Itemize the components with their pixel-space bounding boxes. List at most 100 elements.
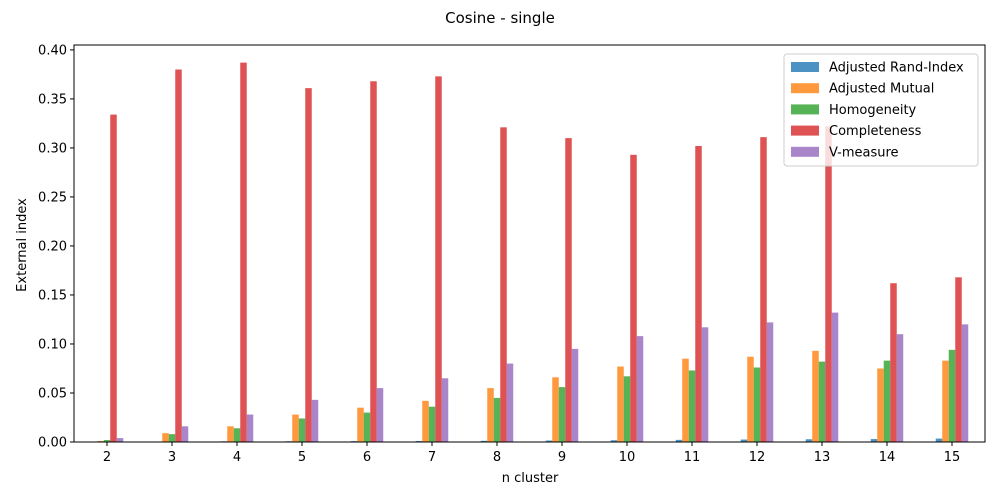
- bar: [636, 336, 644, 442]
- bar: [617, 366, 624, 442]
- chart-title: Cosine - single: [445, 9, 555, 27]
- y-tick-label: 0.10: [38, 337, 67, 352]
- y-tick-label: 0.05: [38, 386, 67, 401]
- bar: [311, 399, 319, 442]
- bar: [370, 81, 377, 443]
- legend-label: Adjusted Rand-Index: [829, 61, 964, 76]
- x-tick-label: 11: [684, 450, 701, 465]
- bar: [233, 428, 241, 442]
- bar: [935, 438, 943, 442]
- bar: [422, 400, 429, 442]
- bar: [506, 363, 514, 442]
- bar: [675, 439, 683, 442]
- bar: [961, 324, 969, 442]
- bar: [558, 387, 566, 442]
- bar: [682, 358, 689, 442]
- legend: Adjusted Rand-Index Adjusted Mutual Homoge…: [783, 53, 979, 167]
- bar: [565, 138, 572, 442]
- bar: [825, 126, 832, 443]
- bar: [948, 349, 956, 442]
- axes-layer: 0.00 0.05 0.10 0.15 0.20 0.25 0.30 0.35 0.40 2 3 4 5…: [38, 43, 986, 465]
- legend-label: Adjusted Mutual: [829, 82, 934, 97]
- bar: [428, 406, 436, 442]
- bar: [896, 334, 904, 442]
- x-tick-label: 4: [233, 450, 241, 465]
- bar: [818, 361, 826, 442]
- bar: [363, 412, 371, 442]
- x-tick-label: 2: [103, 450, 111, 465]
- bar: [552, 377, 559, 442]
- bar: [870, 439, 878, 442]
- series-homogeneity: [103, 349, 956, 442]
- x-tick-label: 5: [298, 450, 306, 465]
- bar: [175, 69, 182, 442]
- bar: [740, 439, 748, 442]
- bar: [298, 418, 306, 442]
- legend-label: Completeness: [829, 124, 922, 139]
- y-tick-label: 0.25: [38, 190, 67, 205]
- bar: [610, 440, 618, 442]
- bar: [688, 370, 696, 442]
- legend-swatch: [791, 104, 819, 115]
- bars-layer: [90, 62, 969, 443]
- bar: [357, 407, 364, 442]
- legend-label: Homogeneity: [829, 103, 917, 118]
- bar: [623, 376, 631, 442]
- bar: [376, 388, 384, 442]
- plot-frame: [73, 44, 986, 443]
- bar: [305, 88, 312, 442]
- bar: [441, 378, 449, 442]
- legend-label: V-measure: [829, 145, 899, 160]
- y-tick-label: 0.20: [38, 239, 67, 254]
- y-tick-label: 0.00: [38, 436, 67, 451]
- legend-swatch: [791, 125, 819, 136]
- bar: [883, 360, 891, 442]
- x-tick-label: 7: [428, 450, 436, 465]
- bar: [955, 277, 962, 442]
- bar: [493, 397, 501, 442]
- bar: [500, 127, 507, 442]
- x-tick-label: 8: [493, 450, 501, 465]
- y-tick-label: 0.15: [38, 288, 67, 303]
- bar: [571, 348, 579, 442]
- bar: [890, 283, 897, 442]
- bar: [753, 367, 761, 442]
- bar: [110, 114, 117, 442]
- x-tick-label: 13: [814, 450, 831, 465]
- bar: [545, 440, 553, 442]
- legend-box: [783, 53, 979, 167]
- x-tick-label: 10: [619, 450, 636, 465]
- x-axis-title: n cluster: [502, 471, 559, 486]
- legend-swatch: [791, 83, 819, 94]
- y-tick-label: 0.35: [38, 92, 67, 107]
- bar: [812, 350, 819, 442]
- bar: [805, 439, 813, 442]
- legend-swatch: [791, 146, 819, 157]
- bar: [168, 434, 176, 442]
- bar: [227, 426, 234, 442]
- bar: [181, 426, 189, 442]
- bar: [630, 154, 637, 443]
- bar: [246, 414, 254, 442]
- bar: [877, 368, 884, 442]
- bar: [701, 327, 709, 442]
- bar: [831, 312, 839, 442]
- bar: [292, 414, 299, 442]
- series-completeness: [110, 62, 962, 443]
- bar: [760, 137, 767, 442]
- y-tick-label: 0.30: [38, 141, 67, 156]
- x-tick-label: 12: [749, 450, 766, 465]
- bar: [240, 62, 247, 442]
- legend-swatch: [791, 62, 819, 72]
- y-tick-label: 0.40: [38, 43, 67, 58]
- series-adjusted-mutual: [97, 350, 949, 442]
- bar: [103, 440, 111, 442]
- x-tick-label: 3: [168, 450, 176, 465]
- bar: [116, 438, 124, 442]
- x-tick-label: 14: [879, 450, 896, 465]
- bar: [480, 440, 488, 442]
- x-tick-label: 15: [944, 450, 961, 465]
- bar: [942, 360, 949, 442]
- y-axis-title: External index: [15, 198, 30, 292]
